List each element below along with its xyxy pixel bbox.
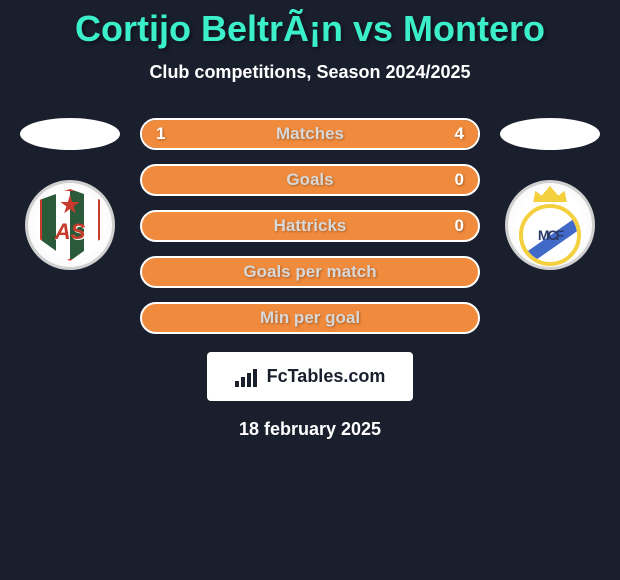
stat-label: Hattricks bbox=[142, 216, 478, 236]
stat-label: Matches bbox=[142, 124, 478, 144]
footer: FcTables.com 18 february 2025 bbox=[0, 352, 620, 440]
brand-logo-box[interactable]: FcTables.com bbox=[207, 352, 414, 401]
shield-left-icon bbox=[40, 189, 100, 261]
stat-label: Goals per match bbox=[142, 262, 478, 282]
club-badge-right: MCF bbox=[505, 180, 595, 270]
main-container: Cortijo BeltrÃ¡n vs Montero Club competi… bbox=[0, 0, 620, 448]
rm-monogram: MCF bbox=[538, 227, 562, 243]
shield-right-icon: MCF bbox=[519, 186, 581, 264]
main-content: 1Matches4Goals0Hattricks0Goals per match… bbox=[0, 118, 620, 334]
date-text: 18 february 2025 bbox=[239, 419, 381, 440]
stat-bar-matches: 1Matches4 bbox=[140, 118, 480, 150]
player-right-ellipse bbox=[500, 118, 600, 150]
team-right-column: MCF bbox=[500, 118, 600, 270]
stat-right-value: 0 bbox=[455, 170, 464, 190]
stat-label: Min per goal bbox=[142, 308, 478, 328]
crown-icon bbox=[529, 186, 571, 202]
club-badge-left bbox=[25, 180, 115, 270]
stat-right-value: 0 bbox=[455, 216, 464, 236]
brand-text: FcTables.com bbox=[267, 366, 386, 387]
subtitle: Club competitions, Season 2024/2025 bbox=[0, 62, 620, 83]
stat-right-value: 4 bbox=[455, 124, 464, 144]
stat-label: Goals bbox=[142, 170, 478, 190]
chart-icon bbox=[235, 367, 259, 387]
team-left-column bbox=[20, 118, 120, 270]
stat-bar-goals: Goals0 bbox=[140, 164, 480, 196]
rm-circle: MCF bbox=[519, 204, 581, 266]
page-title: Cortijo BeltrÃ¡n vs Montero bbox=[0, 8, 620, 50]
player-left-ellipse bbox=[20, 118, 120, 150]
stat-bar-hattricks: Hattricks0 bbox=[140, 210, 480, 242]
stat-bar-goals-per-match: Goals per match bbox=[140, 256, 480, 288]
stats-column: 1Matches4Goals0Hattricks0Goals per match… bbox=[140, 118, 480, 334]
stat-bar-min-per-goal: Min per goal bbox=[140, 302, 480, 334]
